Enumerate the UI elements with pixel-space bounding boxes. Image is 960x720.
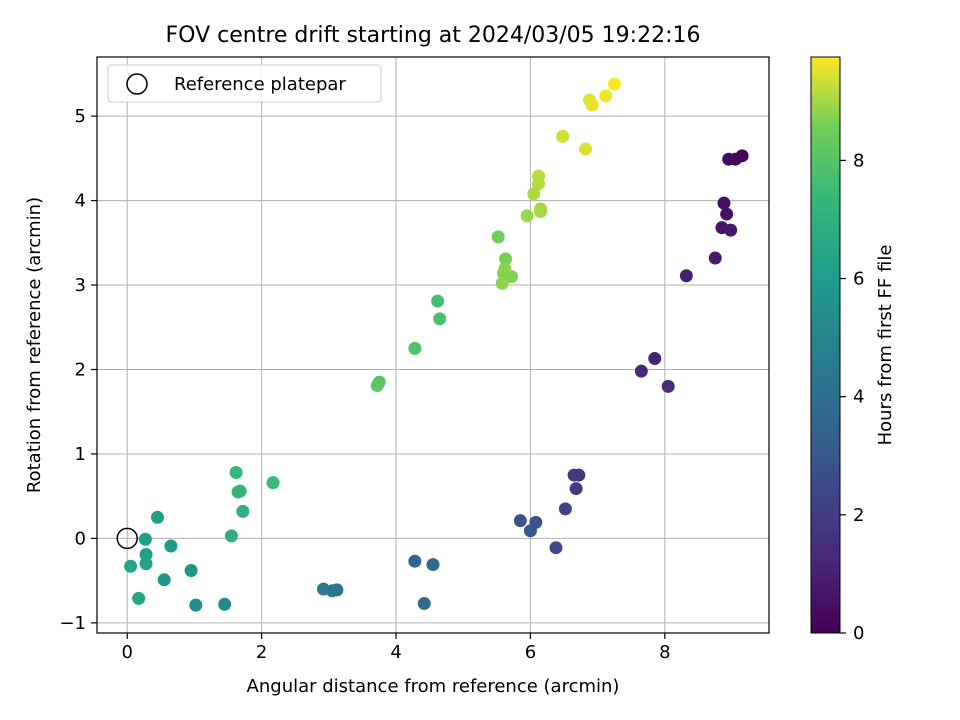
y-tick-label: 0 <box>75 528 86 549</box>
data-point <box>491 230 505 244</box>
colorbar-ticks: 0 2 4 6 8 <box>840 150 864 644</box>
data-point <box>558 502 572 516</box>
legend-box <box>107 64 382 103</box>
data-point <box>513 514 527 528</box>
data-point <box>132 591 146 605</box>
colorbar: 0 2 4 6 8 Hours from first FF file <box>810 56 896 644</box>
legend: Reference platepar <box>107 64 382 103</box>
data-point <box>224 529 238 543</box>
data-point <box>498 262 512 276</box>
data-point <box>569 482 583 496</box>
x-tick-label: 6 <box>525 642 536 663</box>
plot-frame <box>96 56 770 634</box>
data-point <box>520 209 534 223</box>
data-point <box>370 379 384 393</box>
data-point <box>417 596 431 610</box>
y-tick-label: −1 <box>59 613 86 634</box>
data-point <box>717 196 731 210</box>
data-point <box>567 468 581 482</box>
colorbar-tick-label: 2 <box>853 505 864 526</box>
data-point <box>124 559 138 573</box>
reference-marker <box>116 527 138 550</box>
data-point <box>634 364 648 378</box>
data-point <box>720 207 734 221</box>
data-point <box>648 352 662 366</box>
data-point <box>150 510 164 524</box>
data-point <box>184 564 198 578</box>
data-point <box>139 547 153 561</box>
reference-marker-group <box>116 527 138 550</box>
data-point <box>218 597 232 611</box>
data-point <box>607 77 621 91</box>
data-point <box>138 532 152 546</box>
data-point <box>431 294 445 308</box>
data-point <box>556 129 570 143</box>
colorbar-tick-label: 8 <box>853 150 864 171</box>
x-axis-ticks: 0 2 4 6 8 <box>122 633 671 663</box>
data-point <box>229 466 243 480</box>
y-tick-label: 4 <box>75 191 86 212</box>
y-tick-label: 5 <box>75 106 86 127</box>
x-tick-label: 4 <box>390 642 401 663</box>
colorbar-label: Hours from first FF file <box>875 245 896 446</box>
data-point <box>724 223 738 237</box>
data-point <box>523 524 537 538</box>
x-tick-label: 2 <box>256 642 267 663</box>
chart-title: FOV centre drift starting at 2024/03/05 … <box>166 23 701 48</box>
colorbar-gradient <box>811 57 840 633</box>
y-tick-label: 3 <box>75 275 86 296</box>
x-tick-label: 8 <box>659 642 670 663</box>
data-point <box>266 476 280 490</box>
data-point <box>579 142 593 156</box>
data-point <box>236 504 250 518</box>
data-point <box>316 582 330 596</box>
colorbar-tick-label: 0 <box>853 623 864 644</box>
y-axis-label: Rotation from reference (arcmin) <box>24 197 45 493</box>
x-tick-label: 0 <box>122 642 133 663</box>
data-point <box>164 539 178 553</box>
colorbar-tick-label: 4 <box>853 387 864 408</box>
data-point <box>495 276 509 290</box>
data-point <box>661 379 675 393</box>
data-point <box>527 187 541 201</box>
data-points <box>124 77 749 612</box>
data-point <box>532 169 546 183</box>
colorbar-tick-label: 6 <box>853 269 864 290</box>
data-point <box>708 251 722 265</box>
data-point <box>534 205 548 219</box>
legend-entry: Reference platepar <box>174 74 346 95</box>
data-point <box>231 485 245 499</box>
data-point <box>426 558 440 572</box>
y-tick-label: 1 <box>75 444 86 465</box>
data-point <box>679 269 693 283</box>
data-point <box>549 541 563 555</box>
data-point <box>139 557 153 571</box>
data-point <box>189 598 203 612</box>
data-point <box>499 252 513 266</box>
y-axis-ticks: −1 0 1 2 3 4 5 <box>59 106 97 634</box>
data-point <box>157 573 171 587</box>
data-point <box>722 152 736 166</box>
data-point <box>408 341 422 355</box>
plot-area <box>97 57 769 633</box>
data-point <box>599 89 613 103</box>
legend-marker-icon <box>126 73 148 95</box>
data-point <box>408 554 422 568</box>
data-point <box>433 312 447 326</box>
grid-lines <box>97 57 769 633</box>
data-point <box>585 98 599 112</box>
y-tick-label: 2 <box>75 359 86 380</box>
x-axis-label: Angular distance from reference (arcmin) <box>247 676 620 697</box>
colorbar-frame <box>810 56 841 634</box>
